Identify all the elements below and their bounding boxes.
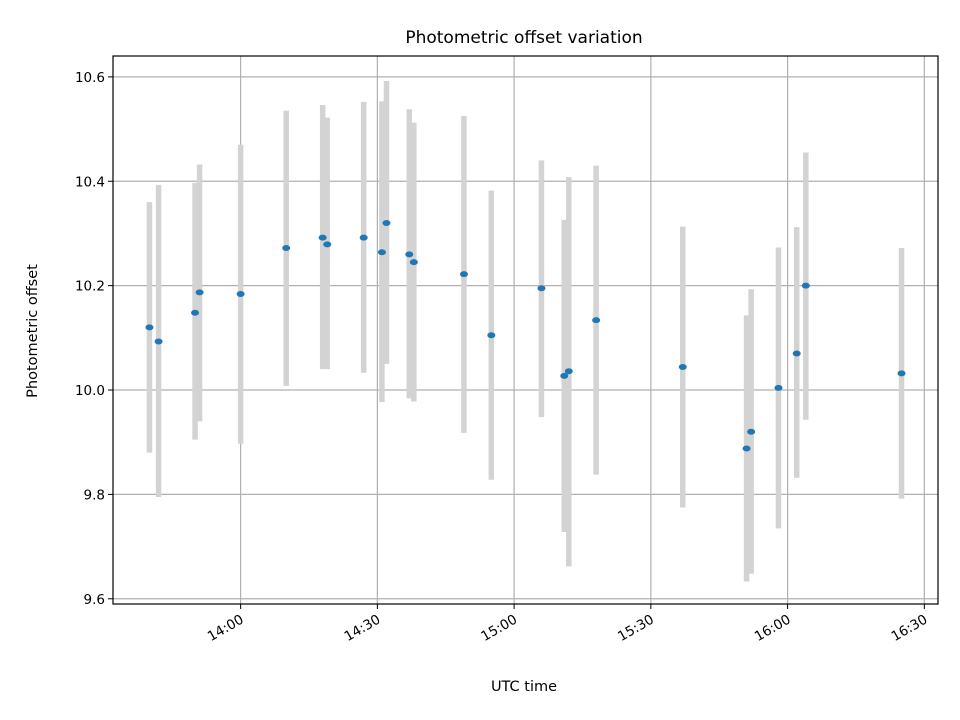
data-point	[774, 384, 783, 391]
data-point	[382, 220, 391, 227]
data-point	[318, 234, 327, 241]
chart-title: Photometric offset variation	[405, 28, 642, 48]
data-point	[359, 234, 368, 241]
data-point	[487, 332, 496, 339]
data-point	[191, 309, 200, 316]
data-point	[145, 324, 154, 331]
y-tick-label: 10.4	[75, 174, 105, 190]
data-point	[560, 372, 569, 379]
data-point	[592, 317, 601, 324]
data-point	[537, 285, 546, 292]
data-point	[742, 445, 751, 452]
y-tick-label: 9.6	[84, 592, 105, 608]
y-tick-label: 10.2	[75, 279, 105, 295]
data-point	[323, 241, 332, 248]
data-point	[801, 282, 810, 289]
grid	[113, 56, 938, 604]
data-point	[154, 338, 163, 345]
data-point	[678, 364, 687, 371]
data-point	[564, 368, 573, 375]
data-point	[459, 271, 468, 278]
data-point	[747, 428, 756, 435]
data-point	[195, 289, 204, 296]
y-axis-label: Photometric offset	[25, 264, 41, 398]
data-point	[236, 290, 245, 297]
data-point	[409, 259, 418, 266]
x-axis-label: UTC time	[491, 679, 557, 695]
data-point	[897, 370, 906, 377]
y-tick-label: 9.8	[84, 487, 105, 503]
data-point	[282, 245, 291, 252]
data-point	[792, 350, 801, 357]
y-tick-label: 10.6	[75, 70, 105, 86]
data-points	[145, 220, 906, 452]
y-tick-label: 10.0	[75, 383, 105, 399]
data-point	[377, 249, 386, 256]
data-point	[405, 251, 414, 258]
plot-area-frame	[112, 55, 939, 605]
